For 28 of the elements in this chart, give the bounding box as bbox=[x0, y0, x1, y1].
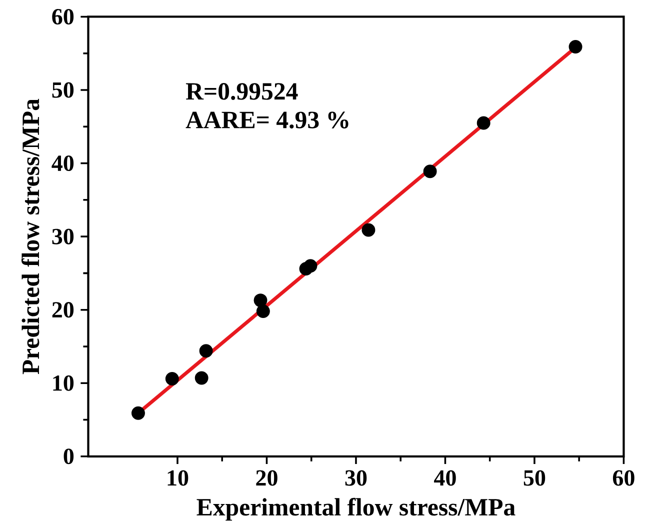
point bbox=[256, 304, 270, 318]
point bbox=[199, 344, 213, 358]
point bbox=[304, 259, 318, 273]
x-tick-label: 10 bbox=[168, 470, 188, 486]
x-tick-label: 40 bbox=[434, 470, 456, 486]
annotation: R=0.99524 bbox=[186, 83, 298, 100]
annotation: AARE= 4.93 % bbox=[186, 112, 348, 129]
y-tick-label: 20 bbox=[52, 302, 74, 318]
x-axis-title: Experimental flow stress/MPa bbox=[196, 498, 516, 521]
y-axis-title: Predicted flow stress/MPa bbox=[21, 98, 40, 374]
y-tick-label: 60 bbox=[52, 8, 74, 25]
point bbox=[362, 223, 376, 237]
x-tick-label: 30 bbox=[345, 470, 367, 486]
point bbox=[423, 164, 437, 178]
point bbox=[476, 116, 490, 130]
x-tick-label: 60 bbox=[612, 470, 634, 486]
point bbox=[568, 40, 582, 54]
y-tick-label: 40 bbox=[52, 156, 74, 172]
y-tick-label: 50 bbox=[52, 82, 74, 98]
x-tick-label: 20 bbox=[256, 470, 278, 486]
y-tick-label: 0 bbox=[64, 448, 74, 464]
y-tick-label: 30 bbox=[52, 228, 74, 244]
point bbox=[131, 406, 145, 420]
x-tick-label: 50 bbox=[524, 470, 546, 486]
point bbox=[165, 372, 179, 386]
point bbox=[194, 371, 208, 385]
y-tick-label: 10 bbox=[53, 375, 74, 391]
point bbox=[254, 294, 268, 308]
